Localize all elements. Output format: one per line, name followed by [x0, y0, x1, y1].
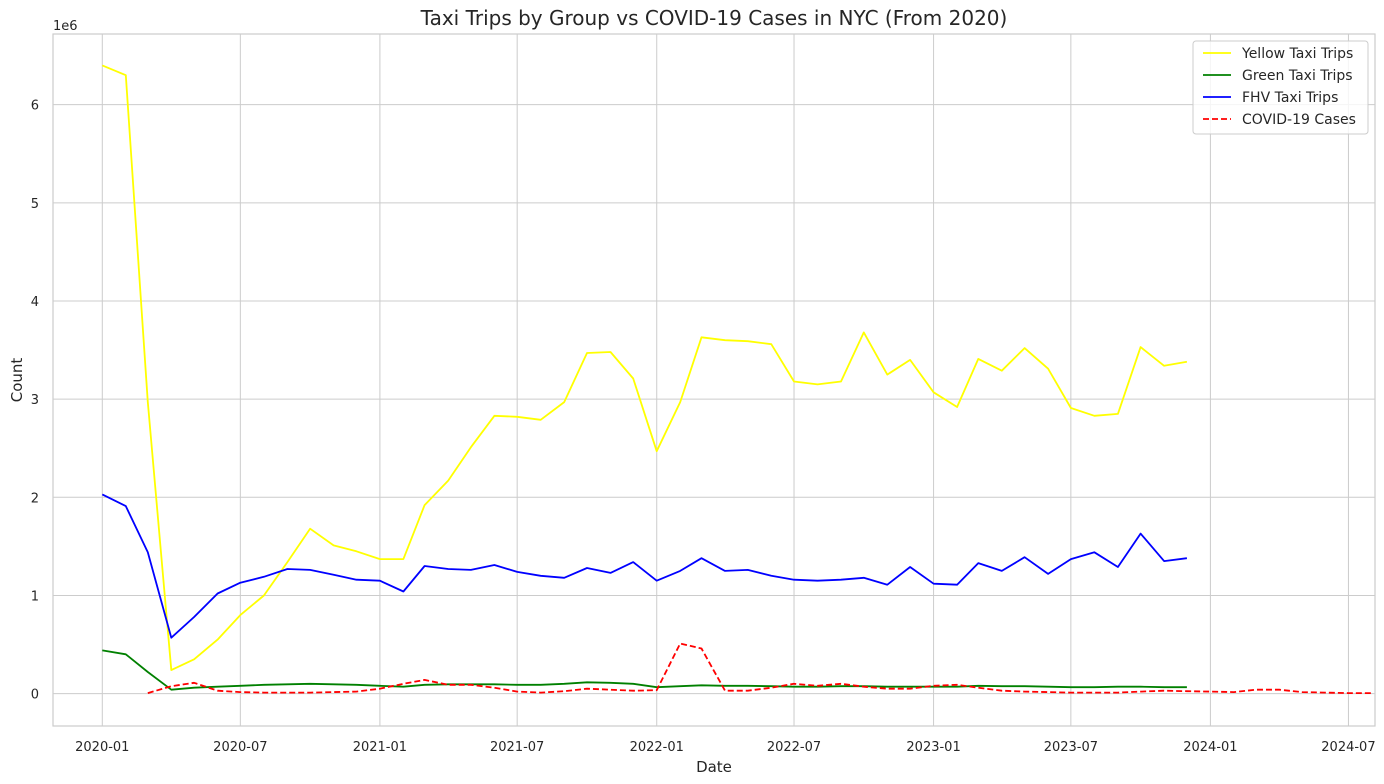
y-axis-title: Count — [8, 358, 26, 403]
series-lines — [101, 64, 1372, 694]
x-tick-label: 2022-01 — [630, 740, 684, 755]
x-tick-label: 2022-07 — [767, 740, 821, 755]
y-tick-label: 3 — [31, 393, 39, 408]
plot-area — [52, 33, 1376, 727]
legend-label-green: Green Taxi Trips — [1242, 68, 1353, 84]
series-line-fhv-taxi-trips — [101, 493, 1188, 639]
y-tick-label: 2 — [31, 491, 39, 506]
legend: Yellow Taxi Trips Green Taxi Trips FHV T… — [1192, 40, 1369, 135]
series-line-green-taxi-trips — [102, 649, 1187, 691]
x-tick-label: 2023-01 — [906, 740, 960, 755]
x-tick-label: 2024-07 — [1321, 740, 1375, 755]
tick-labels: 2020-01 2020-07 2021-01 2021-07 2022-01 2022-… — [31, 99, 1376, 755]
legend-box — [1192, 40, 1369, 135]
legend-label-covid: COVID-19 Cases — [1242, 112, 1356, 128]
x-tick-label: 2023-07 — [1044, 740, 1098, 755]
x-tick-label: 2024-01 — [1183, 740, 1237, 755]
legend-label-fhv: FHV Taxi Trips — [1242, 90, 1338, 106]
y-tick-label: 4 — [31, 295, 39, 310]
y-tick-label: 1 — [31, 589, 39, 604]
y-tick-label: 5 — [31, 197, 39, 212]
y-tick-label: 0 — [31, 688, 39, 703]
x-tick-label: 2020-01 — [75, 740, 129, 755]
x-tick-label: 2020-07 — [213, 740, 267, 755]
series-line-yellow-taxi-trips — [101, 64, 1188, 671]
x-tick-label: 2021-01 — [353, 740, 407, 755]
chart-title: Taxi Trips by Group vs COVID-19 Cases in… — [420, 6, 1008, 30]
x-tick-label: 2021-07 — [490, 740, 544, 755]
x-axis-title: Date — [696, 758, 732, 776]
legend-label-yellow: Yellow Taxi Trips — [1241, 46, 1353, 62]
series-line-covid-19-cases — [147, 642, 1372, 694]
y-scale-label: 1e6 — [53, 19, 78, 34]
y-tick-label: 6 — [31, 99, 39, 114]
